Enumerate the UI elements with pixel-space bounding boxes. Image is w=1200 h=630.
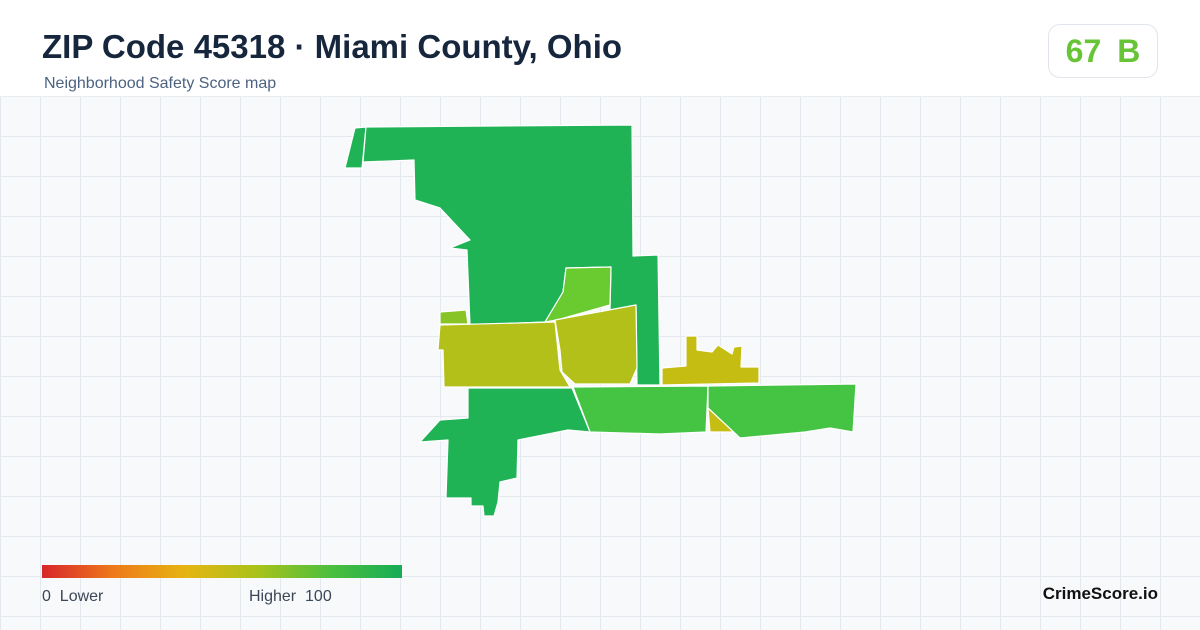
legend-max-label: Higher xyxy=(249,588,297,605)
region xyxy=(437,321,571,388)
subtitle: Neighborhood Safety Score map xyxy=(44,75,277,92)
region xyxy=(707,383,857,439)
legend-max: Higher 100 xyxy=(249,588,332,606)
legend-min: 0 Lower xyxy=(42,588,103,606)
legend-gradient xyxy=(42,565,402,578)
legend-min-label: Lower xyxy=(59,588,104,605)
score-grade: B xyxy=(1117,32,1141,69)
region xyxy=(572,385,709,435)
region xyxy=(344,126,367,169)
region xyxy=(419,387,591,517)
region xyxy=(554,304,638,385)
region xyxy=(661,335,760,386)
legend-min-value: 0 xyxy=(42,588,51,605)
legend-max-value: 100 xyxy=(305,588,332,605)
score-badge: 67 B xyxy=(1048,24,1158,78)
header: ZIP Code 45318 · Miami County, Ohio Neig… xyxy=(0,0,1200,97)
brand: CrimeScore.io xyxy=(1042,584,1158,603)
score-value: 67 xyxy=(1065,32,1102,69)
region xyxy=(439,309,469,325)
title: ZIP Code 45318 · Miami County, Ohio xyxy=(42,28,623,65)
